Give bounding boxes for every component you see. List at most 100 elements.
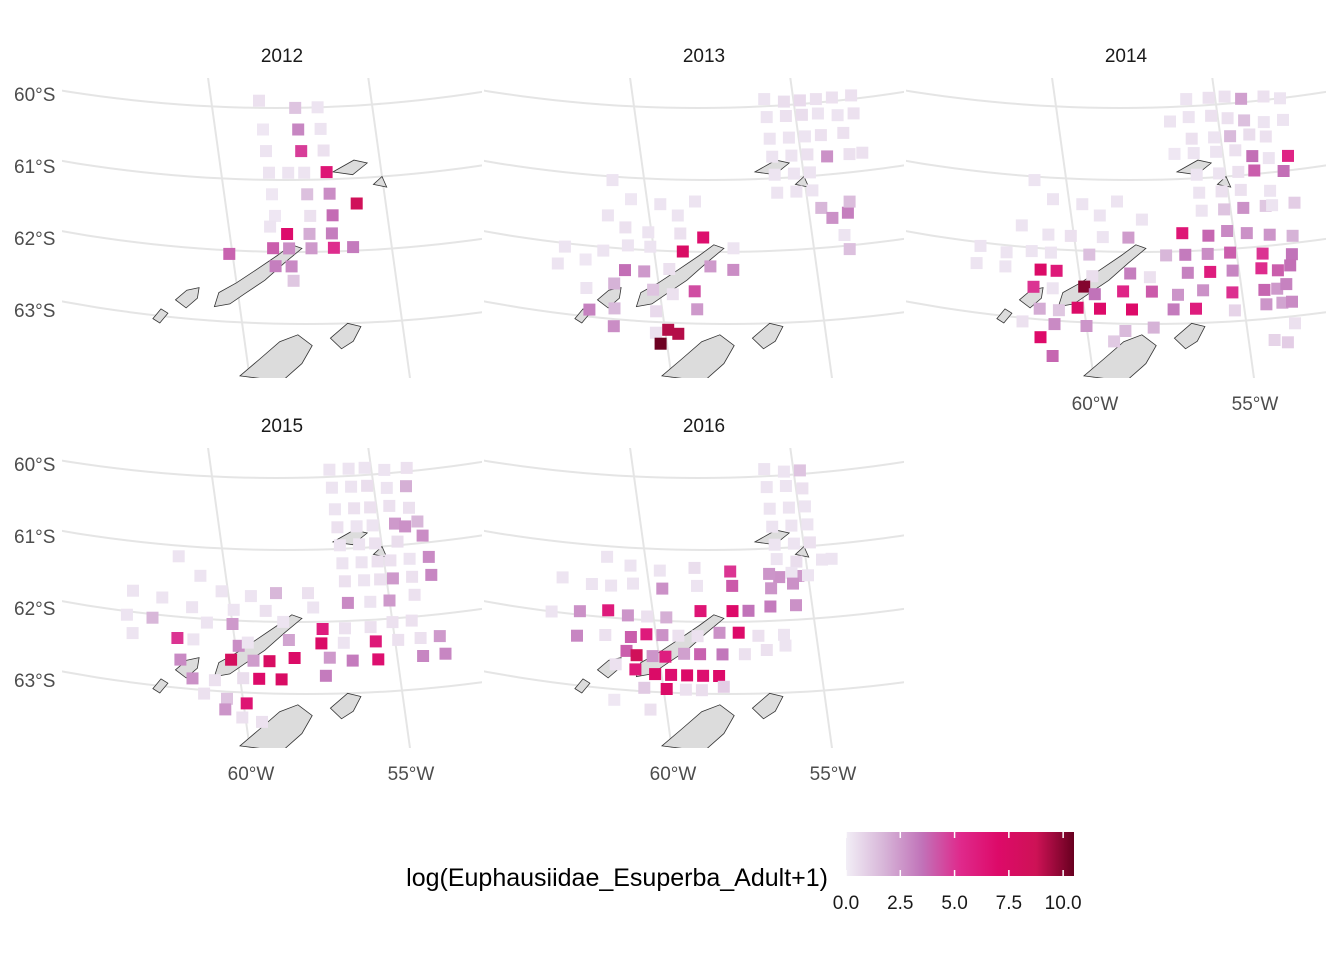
parallel-gridline [62, 300, 482, 326]
survey-station-cell [713, 626, 726, 639]
survey-station-cell [766, 150, 779, 163]
survey-station-cell [350, 520, 363, 533]
survey-station-cell [1172, 288, 1184, 301]
land-polygon [331, 159, 369, 176]
survey-station-cell [215, 585, 228, 598]
survey-station-cell [1168, 147, 1181, 160]
survey-station-cell [331, 521, 344, 534]
land-polygon [1175, 159, 1213, 176]
survey-station-cell [256, 715, 268, 728]
survey-station-cell [364, 501, 377, 514]
survey-station-cell [785, 149, 798, 162]
longitude-label: 60°W [228, 764, 275, 785]
survey-station-cell [649, 326, 662, 339]
survey-station-cell [257, 123, 269, 136]
survey-station-cell [1240, 227, 1253, 240]
survey-station-cell [1197, 284, 1210, 297]
survey-station-cell [358, 574, 371, 587]
survey-station-cell [369, 635, 382, 648]
survey-station-cell [1096, 231, 1109, 244]
survey-station-cell [793, 464, 806, 477]
survey-station-cell [282, 634, 295, 646]
survey-station-cell [1193, 186, 1206, 199]
panel-title: 2015 [261, 416, 303, 437]
survey-station-cell [386, 572, 399, 585]
survey-station-cell [186, 672, 199, 685]
parallel-gridline [484, 159, 904, 182]
survey-station-cell [1181, 266, 1194, 279]
land-polygon [660, 334, 735, 378]
survey-station-cell [1185, 132, 1198, 145]
survey-station-cell [672, 327, 685, 340]
survey-station-cell [1286, 229, 1299, 242]
survey-station-cell [806, 184, 819, 197]
survey-station-cell [1086, 270, 1099, 283]
survey-station-cell [811, 107, 824, 120]
survey-station-cell [126, 627, 139, 640]
survey-station-cell [571, 629, 583, 642]
survey-station-cell [383, 594, 396, 607]
survey-station-cell [609, 658, 622, 671]
survey-station-cell [760, 481, 773, 494]
survey-station-cell [606, 174, 619, 187]
survey-station-cell [638, 681, 651, 694]
survey-station-cell [323, 187, 336, 200]
survey-station-cell [1257, 90, 1270, 103]
survey-station-cell [691, 579, 703, 592]
survey-station-cell [194, 569, 207, 582]
survey-station-cell [1258, 283, 1271, 296]
survey-station-cell [625, 193, 637, 206]
legend-tick-label: 5.0 [941, 893, 967, 914]
survey-station-cell [127, 584, 139, 597]
land-polygon [996, 308, 1013, 324]
survey-station-cell [259, 604, 272, 617]
longitude-label: 60°W [650, 764, 697, 785]
survey-station-cell [400, 480, 412, 493]
facet-panel-2012: 2012 60°S 61°S 62°S 63°S [14, 46, 482, 378]
survey-station-cell [353, 538, 366, 551]
parallel-gridline [62, 159, 482, 182]
survey-station-cell [339, 622, 351, 635]
land-polygon [152, 678, 169, 694]
survey-station-cell [601, 209, 614, 222]
survey-station-cell [1048, 318, 1061, 331]
latitude-label: 60°S [14, 85, 55, 106]
survey-station-cell [768, 538, 781, 551]
parallel-gridline [484, 600, 904, 624]
survey-station-cell [1046, 350, 1059, 362]
survey-station-cell [1271, 264, 1284, 277]
survey-station-cell [1238, 114, 1251, 127]
survey-station-cell [433, 630, 446, 643]
survey-station-cell [779, 480, 792, 492]
survey-station-cell [724, 565, 737, 578]
survey-station-cell [221, 692, 233, 705]
survey-station-cell [1257, 116, 1270, 129]
survey-station-cell [156, 591, 169, 604]
survey-station-cell [760, 644, 773, 656]
survey-station-cell [763, 132, 776, 145]
survey-station-cell [319, 669, 332, 682]
survey-station-cell [727, 263, 740, 276]
survey-station-cell [260, 145, 272, 158]
latitude-label: 62°S [14, 229, 55, 250]
survey-station-cell [1284, 259, 1297, 272]
survey-station-cell [200, 616, 213, 629]
survey-station-cell [270, 587, 282, 600]
survey-station-cell [758, 463, 771, 476]
survey-station-cell [1083, 248, 1096, 261]
survey-station-cell [187, 633, 200, 646]
survey-station-cell [1271, 282, 1284, 295]
survey-station-cell [1093, 209, 1106, 222]
survey-station-cell [674, 227, 687, 240]
survey-station-cell [369, 537, 382, 550]
survey-station-cell [1025, 245, 1038, 258]
survey-station-cell [809, 93, 822, 106]
land-polygon [751, 692, 784, 720]
survey-station-cell [1176, 227, 1189, 240]
survey-station-cell [1046, 282, 1059, 295]
latitude-label: 61°S [14, 527, 55, 548]
survey-station-cell [688, 285, 701, 298]
survey-station-cell [1232, 165, 1245, 178]
survey-station-cell [704, 260, 717, 273]
survey-station-cell [1034, 263, 1047, 276]
